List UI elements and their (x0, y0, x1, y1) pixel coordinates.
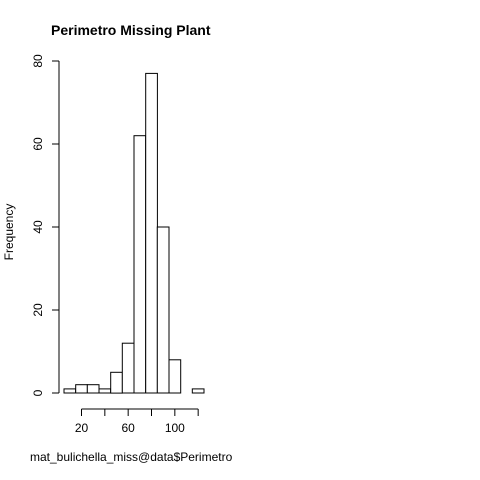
histogram-bar (110, 371, 123, 394)
histogram-bar (121, 342, 135, 394)
y-tick-label: 20 (31, 303, 45, 317)
histogram-bar (98, 388, 112, 394)
histogram-bar (191, 388, 205, 394)
bars-group (63, 72, 205, 394)
x-tick-label: 60 (121, 421, 135, 435)
y-axis-label: Frequency (2, 204, 16, 261)
y-tick-label: 0 (31, 389, 45, 396)
histogram-bar (75, 384, 88, 394)
histogram-bar (133, 135, 147, 394)
histogram-bar (168, 359, 182, 394)
histogram-bar (156, 226, 170, 394)
x-tick-label: 20 (75, 421, 89, 435)
y-tick-label: 60 (31, 137, 45, 151)
chart-title: Perimetro Missing Plant (51, 22, 211, 38)
histogram-bar (63, 388, 77, 394)
x-tick-label: 100 (165, 421, 185, 435)
histogram-bar (145, 72, 158, 394)
histogram-bar (86, 384, 100, 394)
y-tick-label: 80 (31, 54, 45, 68)
x-axis: 20 60 100 (75, 408, 199, 435)
y-tick-label: 40 (31, 220, 45, 234)
y-axis: 0 20 40 60 80 (31, 54, 60, 396)
x-axis-label: mat_bulichella_miss@data$Perimetro (30, 450, 233, 464)
